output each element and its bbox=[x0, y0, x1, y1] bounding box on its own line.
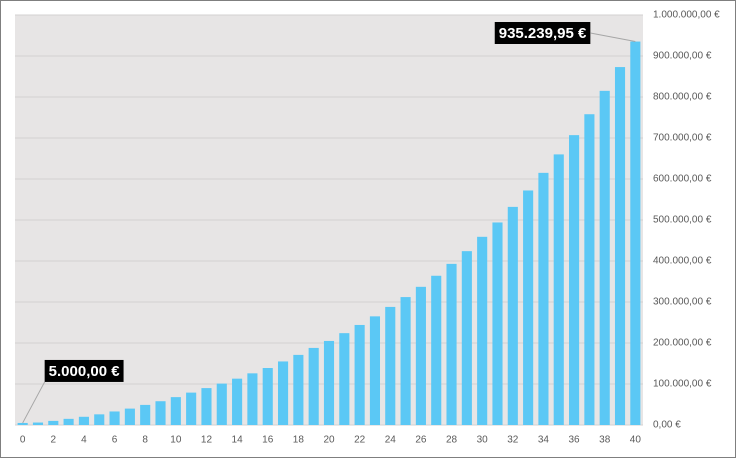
bar bbox=[308, 347, 319, 425]
y-tick-label: 0,00 € bbox=[653, 420, 681, 431]
bar bbox=[124, 408, 135, 425]
y-tick-label: 300.000,00 € bbox=[653, 297, 712, 308]
bar bbox=[369, 316, 381, 425]
bar bbox=[507, 206, 518, 425]
x-tick-label: 30 bbox=[477, 435, 489, 446]
x-tick-label: 24 bbox=[385, 435, 397, 446]
bar bbox=[630, 41, 641, 425]
bar bbox=[339, 333, 350, 425]
y-tick-label: 600.000,00 € bbox=[653, 174, 712, 185]
bar bbox=[48, 420, 59, 425]
bar bbox=[569, 135, 580, 425]
bar bbox=[155, 401, 166, 425]
bar bbox=[446, 263, 457, 425]
x-tick-label: 0 bbox=[20, 435, 26, 446]
x-tick-label: 8 bbox=[142, 435, 148, 446]
x-tick-label: 18 bbox=[293, 435, 305, 446]
y-tick-label: 200.000,00 € bbox=[653, 338, 712, 349]
y-tick-label: 800.000,00 € bbox=[653, 92, 712, 103]
bar bbox=[461, 251, 472, 425]
x-tick-label: 26 bbox=[415, 435, 427, 446]
bar bbox=[247, 373, 258, 425]
data-label-box bbox=[494, 22, 591, 44]
bar bbox=[415, 286, 426, 425]
bar bbox=[599, 90, 610, 425]
bar bbox=[492, 222, 503, 425]
x-tick-label: 22 bbox=[354, 435, 366, 446]
bar bbox=[323, 340, 335, 425]
bar bbox=[584, 114, 595, 425]
bar bbox=[614, 67, 626, 425]
bar bbox=[553, 154, 564, 425]
y-tick-label: 500.000,00 € bbox=[653, 215, 712, 226]
bar bbox=[477, 236, 488, 425]
bar bbox=[140, 404, 151, 425]
bar bbox=[400, 297, 411, 425]
x-tick-label: 12 bbox=[201, 435, 213, 446]
y-tick-label: 100.000,00 € bbox=[653, 379, 712, 390]
bar bbox=[232, 378, 243, 425]
bar bbox=[538, 172, 549, 425]
bar bbox=[293, 354, 304, 425]
x-tick-label: 40 bbox=[630, 435, 642, 446]
x-tick-label: 6 bbox=[112, 435, 118, 446]
bar bbox=[63, 418, 74, 425]
x-tick-label: 4 bbox=[81, 435, 87, 446]
x-tick-label: 36 bbox=[569, 435, 581, 446]
x-tick-label: 28 bbox=[446, 435, 458, 446]
bar bbox=[216, 383, 227, 425]
bar bbox=[109, 411, 120, 425]
x-tick-label: 14 bbox=[232, 435, 244, 446]
bar bbox=[201, 388, 212, 425]
bar bbox=[170, 397, 181, 425]
leader-line bbox=[22, 381, 46, 424]
x-tick-label: 32 bbox=[507, 435, 519, 446]
leader-line bbox=[590, 32, 636, 43]
x-tick-label: 10 bbox=[170, 435, 182, 446]
bar bbox=[94, 414, 105, 425]
y-tick-label: 900.000,00 € bbox=[653, 51, 712, 62]
bar bbox=[523, 190, 534, 425]
x-tick-label: 20 bbox=[323, 435, 335, 446]
bar bbox=[354, 324, 365, 425]
bar bbox=[32, 422, 44, 425]
y-tick-label: 400.000,00 € bbox=[653, 256, 712, 267]
bar bbox=[385, 306, 396, 425]
bar bbox=[186, 392, 197, 425]
y-tick-label: 1.000.000,00 € bbox=[653, 10, 720, 21]
bar bbox=[277, 361, 289, 425]
bar bbox=[262, 368, 273, 425]
data-label: 935.239,95 € bbox=[499, 25, 587, 42]
x-tick-label: 2 bbox=[51, 435, 57, 446]
bar bbox=[431, 275, 442, 425]
bar bbox=[78, 416, 89, 425]
x-tick-label: 16 bbox=[262, 435, 274, 446]
y-tick-label: 700.000,00 € bbox=[653, 133, 712, 144]
x-tick-label: 38 bbox=[599, 435, 611, 446]
data-label-box bbox=[44, 359, 124, 382]
data-label: 5.000,00 € bbox=[49, 363, 121, 380]
x-tick-label: 34 bbox=[538, 435, 550, 446]
bar bbox=[17, 422, 28, 425]
